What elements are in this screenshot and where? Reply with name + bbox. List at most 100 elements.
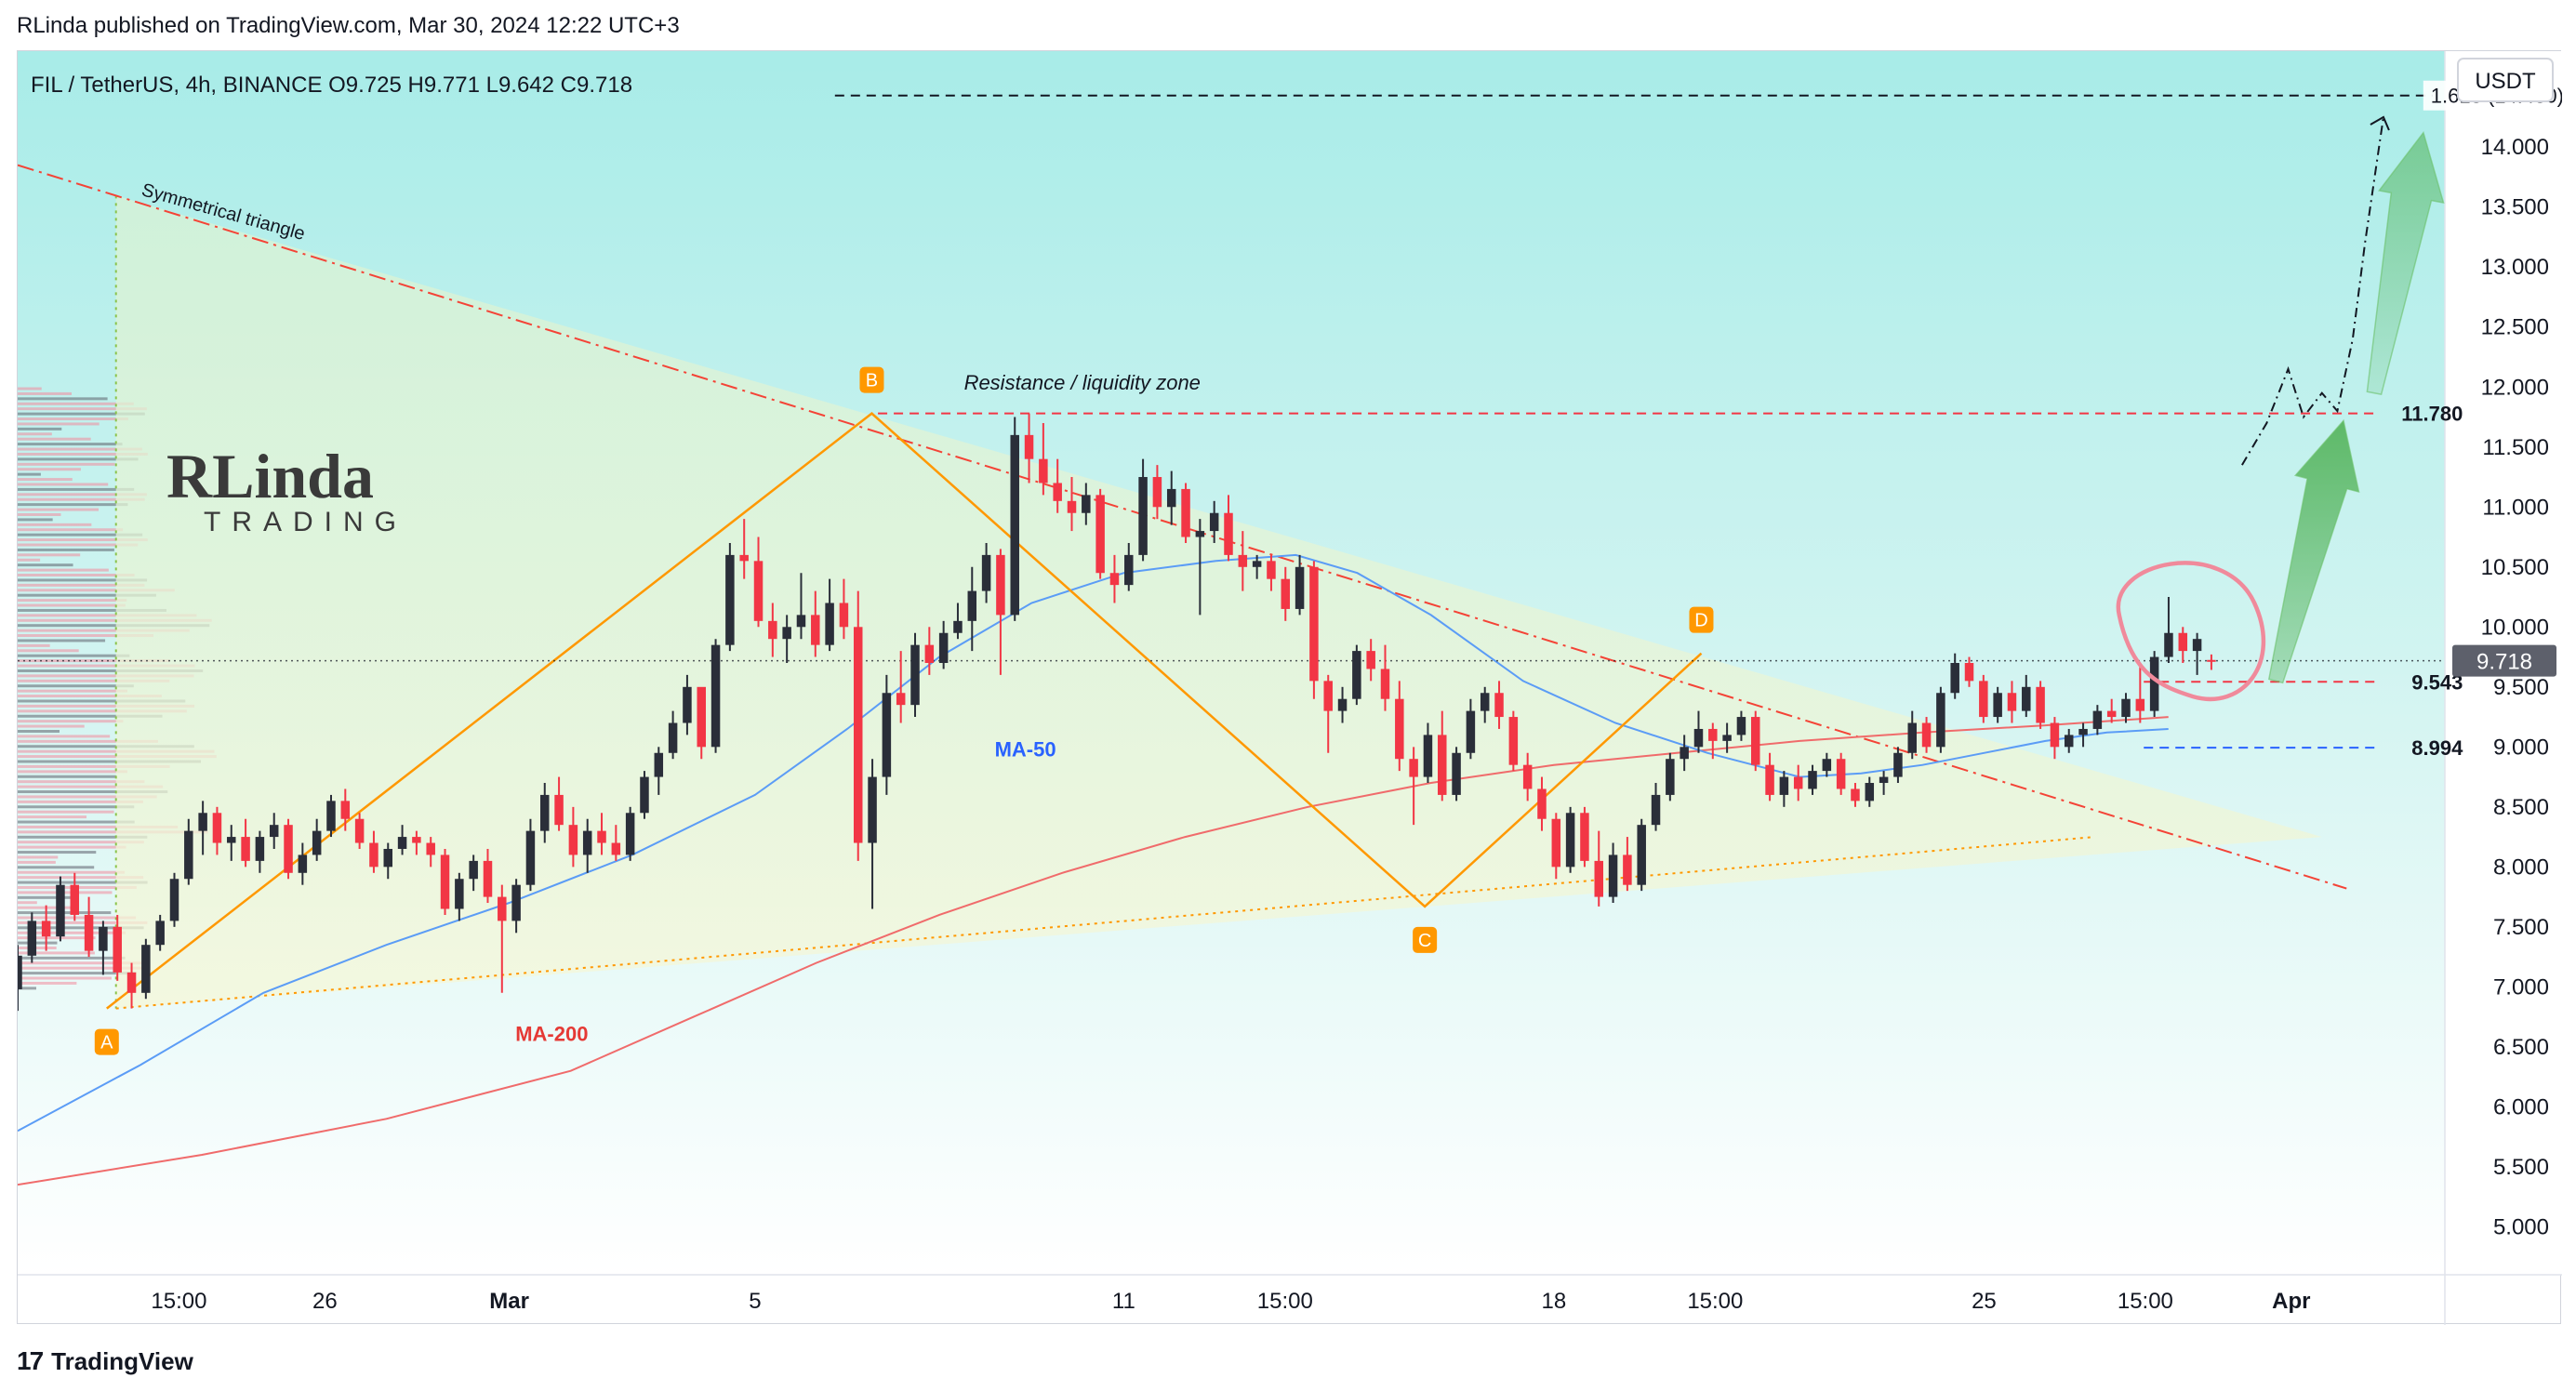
volume-profile-bar bbox=[18, 457, 139, 461]
candle-bullish bbox=[1893, 752, 1903, 777]
ma50-line bbox=[18, 553, 2169, 1133]
candle-bearish bbox=[1309, 566, 1319, 682]
symbol-legend-part: FIL / TetherUS, 4h, BINANCE bbox=[31, 73, 322, 98]
price-tick-label: 6.000 bbox=[2493, 1094, 2549, 1119]
candle-bearish bbox=[1281, 578, 1291, 609]
volume-profile-bar bbox=[18, 487, 135, 491]
candle-bearish bbox=[70, 884, 80, 915]
volume-profile-bar bbox=[18, 972, 137, 975]
candle-bearish bbox=[1053, 483, 1062, 501]
volume-profile-bar bbox=[18, 876, 144, 880]
candle-bearish bbox=[554, 794, 564, 826]
volume-profile-bar bbox=[18, 447, 142, 451]
pivot-label-b: B bbox=[866, 371, 878, 391]
candle-bullish bbox=[1950, 663, 1959, 694]
candle-bullish bbox=[2149, 656, 2159, 711]
price-tick-label: 13.500 bbox=[2481, 195, 2549, 220]
candle-bearish bbox=[1522, 764, 1533, 789]
volume-profile-bar bbox=[18, 589, 175, 592]
candle-bearish bbox=[1238, 554, 1248, 567]
candle-bearish bbox=[896, 693, 906, 706]
candle-bearish bbox=[2007, 693, 2017, 711]
volume-profile-bar bbox=[18, 745, 194, 748]
candle-bearish bbox=[1152, 477, 1162, 508]
candle-bullish bbox=[298, 854, 308, 873]
candle-bullish bbox=[1352, 651, 1361, 699]
time-tick-label: 5 bbox=[749, 1289, 761, 1314]
candle-bearish bbox=[597, 830, 606, 843]
volume-profile-bar bbox=[18, 574, 135, 577]
candle-bearish bbox=[1921, 722, 1932, 748]
volume-profile-bar bbox=[18, 402, 134, 405]
candle-bearish bbox=[426, 842, 435, 855]
volume-profile-bar bbox=[18, 891, 113, 894]
ma200-line bbox=[18, 716, 2169, 1186]
candle-bearish bbox=[113, 926, 122, 973]
volume-profile-bar bbox=[18, 472, 41, 476]
time-axis[interactable]: 15:00 26 Mar 5 11 15:00 18 15:00 25 15:00 Apr bbox=[151, 1289, 2310, 1314]
candle-bullish bbox=[710, 644, 721, 748]
resistance-label: Resistance / liquidity zone bbox=[964, 371, 1201, 394]
volume-profile-bar bbox=[18, 684, 134, 688]
time-tick-label: 18 bbox=[1542, 1289, 1567, 1314]
volume-profile-bar bbox=[18, 624, 210, 628]
volume-profile-bar bbox=[18, 543, 139, 547]
candle-bullish bbox=[540, 794, 550, 831]
volume-profile-bar bbox=[18, 790, 168, 794]
symbol-legend[interactable]: FIL / TetherUS, 4h, BINANCE O9.725 H9.77… bbox=[31, 73, 632, 98]
symbol-legend-part: 9.642 bbox=[498, 73, 554, 98]
candle-bearish bbox=[84, 914, 94, 951]
symbol-ohlc-line: FIL / TetherUS, 4h, BINANCE O9.725 H9.77… bbox=[31, 73, 632, 98]
candle-bullish bbox=[1337, 698, 1348, 711]
candle-bullish bbox=[1480, 693, 1490, 711]
tradingview-footer[interactable]: 17 TradingView bbox=[17, 1346, 193, 1376]
candle-bearish bbox=[41, 921, 51, 937]
volume-profile-bar bbox=[18, 695, 162, 698]
currency-label: USDT bbox=[2475, 69, 2536, 94]
volume-profile-bar bbox=[18, 533, 143, 537]
candle-bullish bbox=[1082, 495, 1091, 513]
volume-profile-bar bbox=[18, 764, 170, 768]
price-tick-label: 10.500 bbox=[2481, 555, 2549, 580]
candle-bearish bbox=[369, 842, 378, 868]
volume-profile-bar bbox=[18, 493, 147, 497]
volume-profile-bar bbox=[18, 820, 135, 824]
candle-bullish bbox=[525, 830, 536, 885]
volume-profile-bar bbox=[18, 724, 85, 728]
volume-profile-bar bbox=[18, 987, 36, 990]
candle-bullish bbox=[326, 801, 336, 831]
candle-bullish bbox=[953, 620, 963, 633]
candle-bullish bbox=[2164, 632, 2173, 657]
candle-bullish bbox=[796, 615, 806, 628]
volume-profile-bar bbox=[18, 956, 126, 960]
price-axis[interactable]: 14.000 13.500 13.000 12.500 12.000 11.500 11.0… bbox=[2452, 58, 2556, 1239]
price-tick-label: 10.000 bbox=[2481, 615, 2549, 640]
volume-profile-bar bbox=[18, 603, 126, 607]
candle-bullish bbox=[1166, 488, 1176, 508]
volume-profile-bar bbox=[18, 936, 96, 940]
volume-profile-bar bbox=[18, 780, 145, 784]
candle-bullish bbox=[1993, 693, 2002, 718]
candle-bearish bbox=[853, 627, 863, 843]
pivot-badge-b bbox=[859, 366, 884, 393]
symbol-legend-part: 9.718 bbox=[577, 73, 632, 98]
volume-profile-bar bbox=[18, 851, 97, 854]
candle-bullish bbox=[725, 554, 735, 645]
volume-profile-bar bbox=[18, 825, 179, 828]
volume-profile-bar bbox=[18, 674, 194, 678]
price-tick-label: 11.500 bbox=[2482, 435, 2549, 460]
candle-bullish bbox=[683, 686, 692, 723]
candle-bullish bbox=[825, 603, 834, 645]
candle-bullish bbox=[1680, 747, 1689, 760]
candle-bearish bbox=[739, 554, 749, 562]
candle-bullish bbox=[99, 926, 108, 951]
candle-bullish bbox=[1010, 434, 1019, 616]
candlesticks[interactable] bbox=[18, 413, 2216, 1012]
volume-profile-bar bbox=[18, 699, 186, 703]
price-tick-label: 7.500 bbox=[2493, 915, 2549, 940]
pivot-badge-c bbox=[1413, 926, 1438, 953]
candle-bullish bbox=[1936, 693, 1945, 748]
volume-profile-bar bbox=[18, 508, 100, 511]
